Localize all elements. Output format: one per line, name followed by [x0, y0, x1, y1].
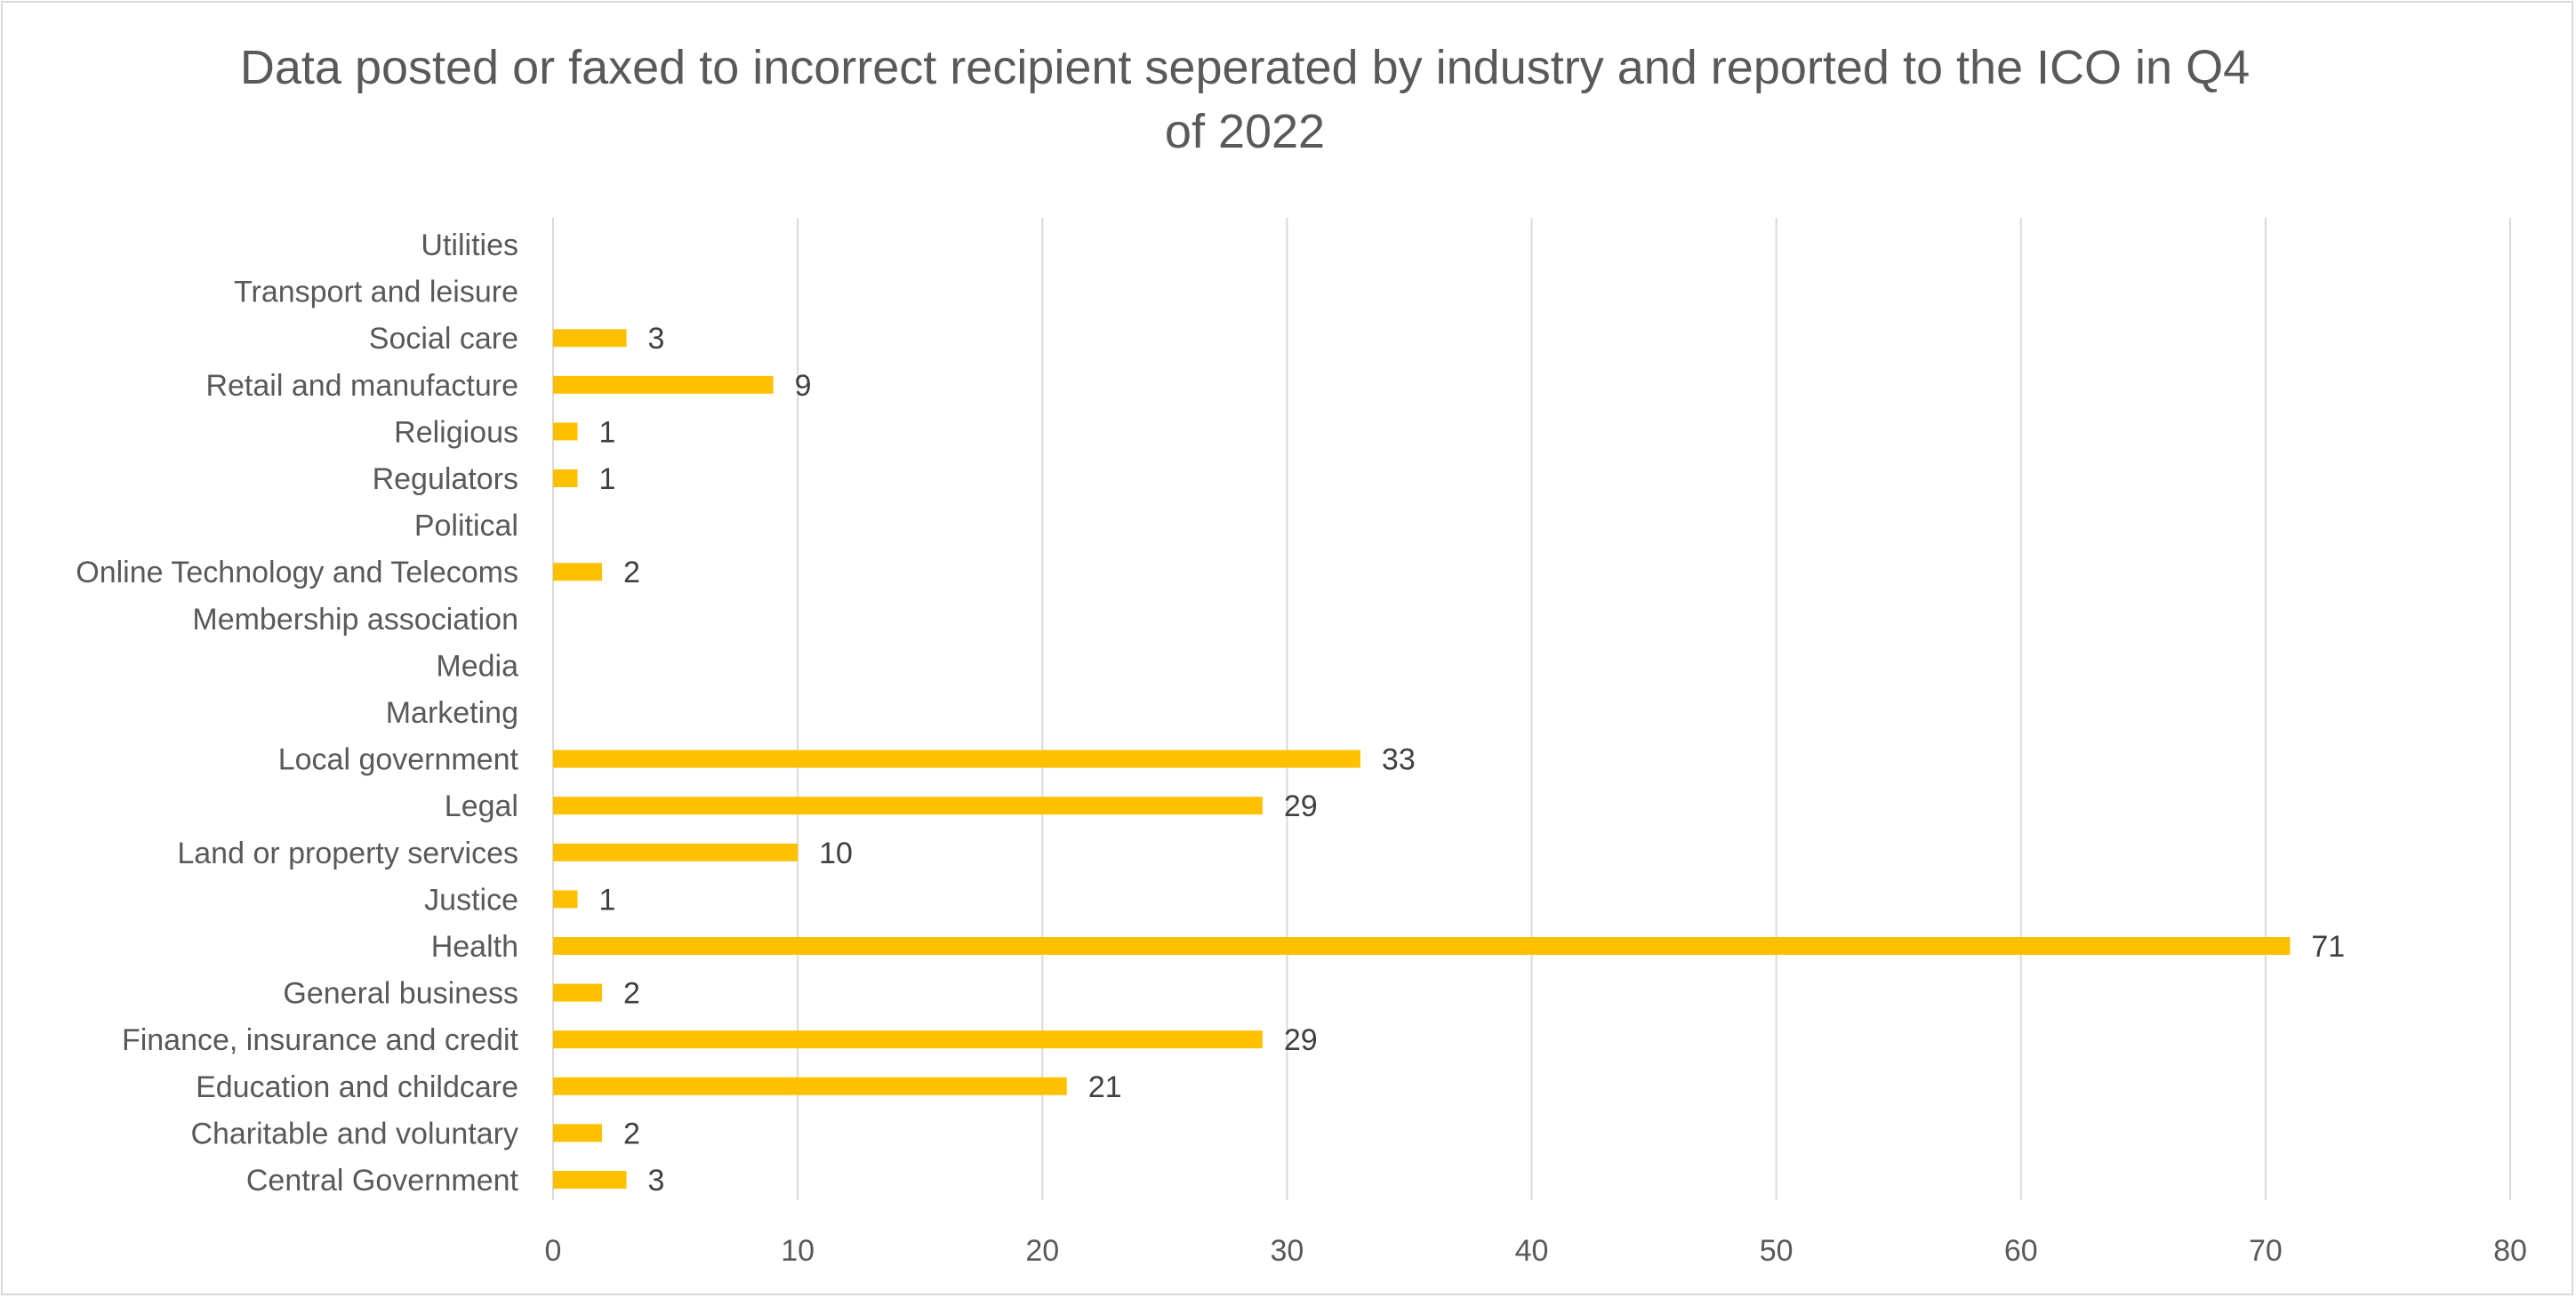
data-label: 2: [623, 556, 640, 589]
data-label: 10: [819, 837, 853, 870]
category-label: Religious: [394, 415, 518, 449]
category-label: Land or property services: [177, 837, 518, 870]
category-label: Political: [414, 509, 518, 543]
category-label: Charitable and voluntary: [190, 1117, 518, 1150]
x-tick-label: 60: [2004, 1234, 2038, 1268]
category-label: Membership association: [192, 603, 518, 637]
data-label: 3: [648, 1164, 665, 1198]
x-tick-label: 20: [1025, 1234, 1059, 1268]
data-label: 1: [599, 883, 616, 917]
x-tick-label: 30: [1270, 1234, 1304, 1268]
bar: [553, 422, 578, 441]
bar: [553, 749, 1360, 768]
category-label: Finance, insurance and credit: [122, 1023, 519, 1057]
data-label: 1: [599, 462, 616, 496]
x-tick-label: 0: [545, 1234, 562, 1268]
category-label: Regulators: [373, 462, 518, 496]
category-label: Education and childcare: [196, 1070, 518, 1104]
bar: [553, 1077, 1067, 1095]
x-tick-label: 50: [1760, 1234, 1794, 1268]
category-label: Marketing: [386, 696, 518, 730]
category-label: Transport and leisure: [234, 276, 518, 309]
category-label: Retail and manufacture: [205, 369, 518, 403]
data-label: 1: [599, 415, 616, 449]
x-tick-label: 70: [2249, 1234, 2283, 1268]
data-label: 9: [795, 369, 812, 403]
gridlines: [552, 218, 2511, 1200]
x-tick-labels: 0 10 20 30 40 50 60 70 80: [545, 1234, 2527, 1268]
data-label: 33: [1382, 743, 1416, 777]
bar: [553, 329, 627, 348]
bar: [553, 797, 1263, 815]
data-label: 29: [1284, 1023, 1318, 1057]
category-label: Health: [431, 930, 518, 964]
category-label: General business: [283, 977, 518, 1011]
data-label: 29: [1284, 789, 1318, 823]
x-tick-label: 10: [781, 1234, 815, 1268]
data-label: 21: [1088, 1070, 1122, 1104]
bar: [553, 1124, 603, 1142]
bar: [553, 1030, 1263, 1049]
data-label: 2: [623, 977, 640, 1011]
category-labels: Central Government Charitable and volunta…: [76, 228, 518, 1198]
bar: [553, 1171, 627, 1189]
bar: [553, 983, 603, 1002]
x-tick-label: 40: [1515, 1234, 1549, 1268]
data-label: 3: [648, 322, 665, 356]
category-label: Utilities: [421, 228, 518, 262]
bar: [553, 375, 774, 394]
bar: [553, 843, 798, 861]
category-label: Social care: [369, 322, 518, 356]
category-label: Central Government: [246, 1164, 519, 1198]
x-tick-label: 80: [2493, 1234, 2527, 1268]
bars: [553, 329, 2291, 1189]
bar: [553, 890, 578, 909]
chart-title: Data posted or faxed to incorrect recipi…: [239, 41, 2251, 158]
category-label: Media: [436, 649, 518, 683]
category-label: Online Technology and Telecoms: [76, 556, 518, 589]
data-label: 2: [623, 1117, 640, 1150]
bar: [553, 469, 578, 487]
bar: [553, 563, 603, 581]
category-label: Justice: [424, 883, 518, 917]
category-label: Local government: [278, 743, 519, 777]
data-label: 71: [2311, 930, 2345, 964]
bar: [553, 937, 2291, 955]
category-label: Legal: [445, 789, 518, 823]
